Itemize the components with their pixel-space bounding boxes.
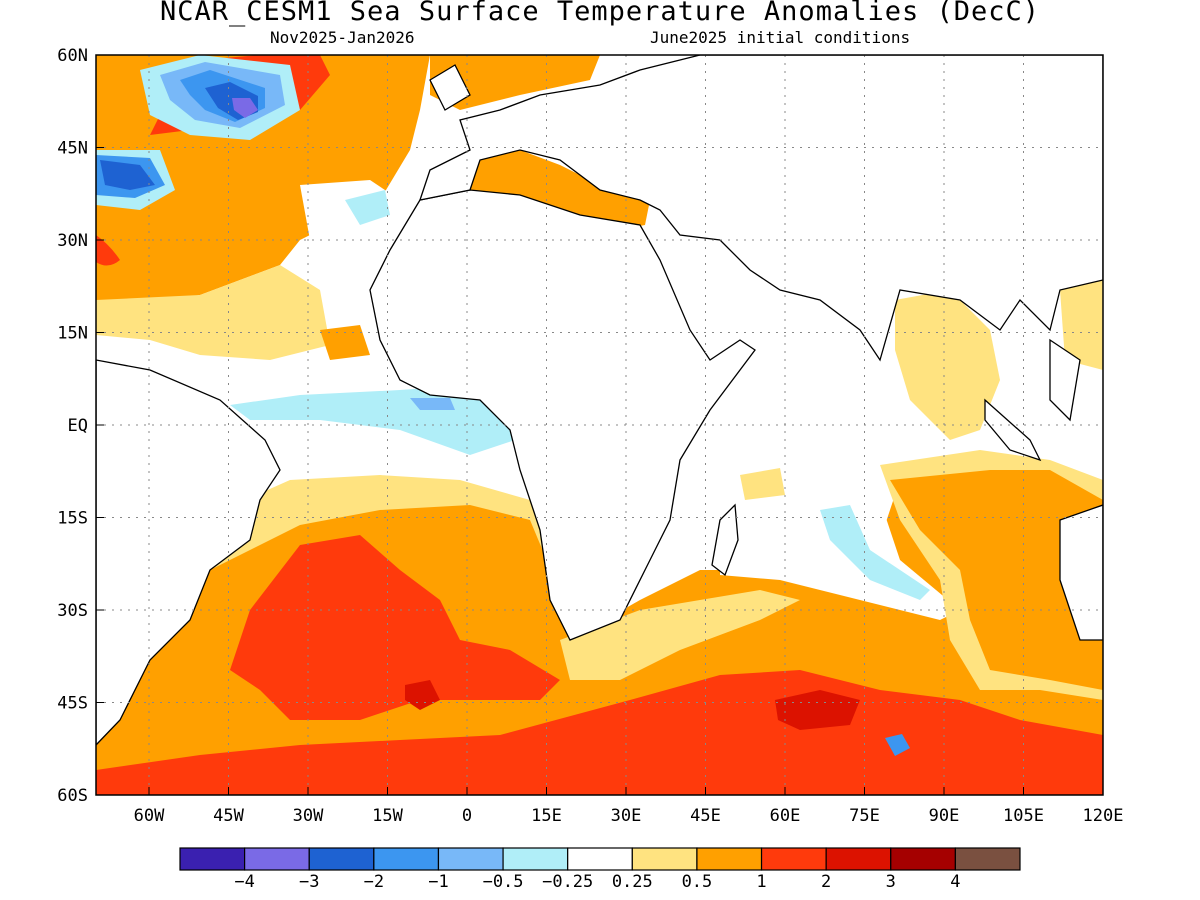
colorbar-swatch xyxy=(890,847,956,871)
colorbar xyxy=(179,847,1021,871)
colorbar-level-label: 0.25 xyxy=(611,872,653,892)
land-south-america xyxy=(96,359,281,746)
y-tick-label: EQ xyxy=(68,416,88,436)
colorbar-level-label: −0.25 xyxy=(542,872,594,892)
land-africa xyxy=(369,189,756,641)
colorbar-swatch xyxy=(825,847,892,871)
colorbar-level-label: 3 xyxy=(885,872,896,892)
shade-southern-dark xyxy=(775,690,860,730)
forecast-period: Nov2025-Jan2026 xyxy=(270,28,415,47)
colorbar-level-label: −4 xyxy=(234,872,255,892)
x-tick-label: 60E xyxy=(770,806,801,826)
y-tick-label: 60S xyxy=(57,786,88,806)
initial-conditions: June2025 initial conditions xyxy=(650,28,911,47)
x-tick-label: 75E xyxy=(849,806,880,826)
shade-south-atlantic-red xyxy=(230,535,560,720)
x-tick-label: 30W xyxy=(293,806,324,826)
land-uk xyxy=(429,64,471,111)
coastlines xyxy=(96,55,1103,746)
shade-agulhas-yellow xyxy=(560,590,800,680)
y-tick-label: 60N xyxy=(57,46,88,66)
land-madagascar xyxy=(711,503,739,577)
y-tick-label: 15S xyxy=(57,509,88,529)
shade-bay-bengal xyxy=(895,290,1000,440)
colorbar-level-label: −1 xyxy=(428,872,449,892)
colorbar-swatch xyxy=(308,847,375,871)
shade-canary-cold xyxy=(345,190,390,225)
shade-se-indian-orange xyxy=(890,470,1103,690)
shade-south-atlantic-dark xyxy=(405,680,440,710)
shade-indian-cold xyxy=(820,505,930,600)
x-tick-label: 90E xyxy=(929,806,960,826)
x-tick-label: 30E xyxy=(611,806,642,826)
colorbar-swatch xyxy=(696,847,763,871)
land-australia xyxy=(1059,504,1103,641)
y-tick-label: 45N xyxy=(57,139,88,159)
shade-kerguelen-cold xyxy=(885,734,910,756)
colorbar-swatch xyxy=(502,847,569,871)
shade-south-china-sea xyxy=(1060,280,1103,370)
colorbar-swatch xyxy=(437,847,504,871)
colorbar-level-label: 0.5 xyxy=(681,872,713,892)
x-tick-label: 15W xyxy=(372,806,403,826)
y-tick-label: 30N xyxy=(57,231,88,251)
x-tick-label: 105E xyxy=(1003,806,1044,826)
gridlines xyxy=(96,55,1103,795)
x-tick-label: 15E xyxy=(531,806,562,826)
colorbar-swatch xyxy=(373,847,440,871)
shade-yellow-band xyxy=(96,265,330,360)
shade-north-sea xyxy=(430,55,600,110)
shade-sahel-orange xyxy=(320,325,370,360)
shade-north-atlantic-red2 xyxy=(96,235,120,266)
colorbar-level-label: 1 xyxy=(756,872,767,892)
colorbar-level-label: −0.5 xyxy=(482,872,524,892)
colorbar-level-label: −3 xyxy=(298,872,320,892)
colorbar-swatch xyxy=(954,847,1021,871)
x-axis: 60W 45W 30W 15W 0 15E 30E 45E 60E 75E 90E 105E 120E xyxy=(134,787,1124,826)
shade-nw-cold3 xyxy=(100,160,155,190)
x-tick-label: 60W xyxy=(134,806,165,826)
colorbar-swatch xyxy=(567,847,633,871)
colorbar-swatch xyxy=(631,847,698,871)
colorbar-level-label: −2 xyxy=(363,872,385,892)
x-tick-label: 120E xyxy=(1083,806,1124,826)
map-title: NCAR_CESM1 Sea Surface Temperature Anoma… xyxy=(159,0,1041,27)
shade-labrador-cold5 xyxy=(232,98,258,118)
colorbar-swatch xyxy=(760,847,827,871)
x-tick-label: 45W xyxy=(213,806,244,826)
y-tick-label: 45S xyxy=(57,694,88,714)
shade-gulf-cold xyxy=(410,398,455,410)
land-europe xyxy=(419,55,1103,362)
colorbar-level-label: 2 xyxy=(821,872,832,892)
shade-mediterranean xyxy=(470,150,650,235)
colorbar-level-label: 4 xyxy=(950,872,961,892)
colorbar-swatch xyxy=(179,847,246,871)
y-tick-label: 15N xyxy=(57,324,88,344)
y-axis: 60N 45N 30N 15N EQ 15S 30S 45S 60S xyxy=(57,46,104,806)
colorbar-swatch xyxy=(244,847,310,871)
x-tick-label: 45E xyxy=(690,806,721,826)
shade-madagascar-yellow xyxy=(740,468,785,500)
x-tick-label: 0 xyxy=(462,806,472,826)
land-sumatra xyxy=(984,398,1042,462)
land-indochina xyxy=(1049,338,1081,422)
y-tick-label: 30S xyxy=(57,601,88,621)
